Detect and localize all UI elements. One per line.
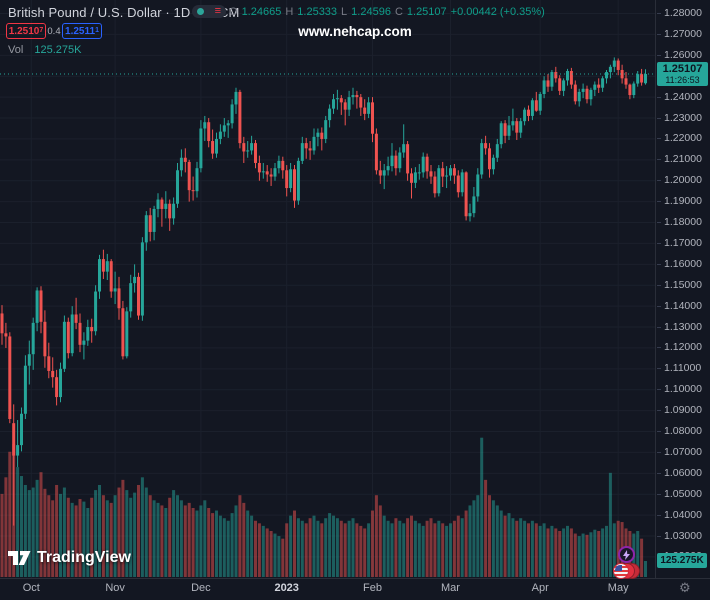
candlestick-volume-canvas[interactable] bbox=[0, 0, 655, 578]
price-tick-label: 1.21000 bbox=[657, 153, 702, 166]
price-tick-label: 1.15000 bbox=[657, 278, 702, 291]
price-tick-label: 1.19000 bbox=[657, 195, 702, 208]
bid-price: 1.2510 bbox=[8, 25, 40, 37]
high-value: 1.25333 bbox=[297, 6, 338, 18]
open-value: 1.24665 bbox=[241, 6, 282, 18]
price-tick-label: 1.28000 bbox=[657, 7, 702, 20]
open-label: O bbox=[229, 6, 238, 18]
price-tick-label: 1.16000 bbox=[657, 257, 702, 270]
tradingview-logo-text: TradingView bbox=[37, 549, 131, 566]
time-tick-label: Mar bbox=[441, 582, 460, 594]
price-tick-label: 1.27000 bbox=[657, 27, 702, 40]
current-price-value: 1.25107 bbox=[662, 63, 703, 75]
site-watermark: www.nehcap.com bbox=[298, 24, 412, 39]
price-tick-label: 1.17000 bbox=[657, 236, 702, 249]
symbol-title[interactable]: British Pound / U.S. Dollar · 1D · FXCM bbox=[8, 5, 240, 20]
price-tick-label: 1.24000 bbox=[657, 90, 702, 103]
price-tick-label: 1.18000 bbox=[657, 216, 702, 229]
tradingview-logo-icon bbox=[8, 551, 31, 565]
time-tick-label: May bbox=[607, 582, 629, 594]
price-tick-label: 1.13000 bbox=[657, 320, 702, 333]
market-open-dot-icon bbox=[197, 8, 204, 15]
volume-legend: Vol 125.275K bbox=[8, 44, 81, 56]
change-value: +0.00442 (+0.35%) bbox=[450, 6, 545, 18]
bolt-glyph-icon bbox=[623, 549, 630, 560]
low-value: 1.24596 bbox=[351, 6, 391, 18]
price-tick-label: 1.22000 bbox=[657, 132, 702, 145]
price-tick-label: 1.14000 bbox=[657, 299, 702, 312]
broker-flags-icon[interactable] bbox=[613, 563, 643, 580]
price-tick-label: 1.26000 bbox=[657, 48, 702, 61]
buy-ask-button[interactable]: 1.2511 1 bbox=[62, 23, 102, 39]
time-axis-divider bbox=[0, 578, 710, 579]
current-price-label: 1.25107 11:26:53 bbox=[657, 62, 708, 86]
volume-value: 125.275K bbox=[34, 44, 82, 56]
close-value: 1.25107 bbox=[406, 6, 447, 18]
time-tick-label: 2023 bbox=[274, 582, 299, 594]
bar-countdown: 11:26:53 bbox=[665, 75, 700, 85]
time-tick-label: Dec bbox=[191, 582, 211, 594]
price-tick-label: 1.12000 bbox=[657, 341, 702, 354]
time-tick-label: Nov bbox=[105, 582, 125, 594]
price-tick-label: 1.05000 bbox=[657, 487, 702, 500]
settings-gear-icon[interactable]: ⚙ bbox=[679, 580, 691, 595]
price-tick-label: 1.11000 bbox=[656, 362, 702, 375]
price-tick-label: 1.04000 bbox=[657, 508, 702, 521]
time-axis[interactable]: Oct Nov Dec 2023 Feb Mar Apr May bbox=[0, 579, 655, 600]
price-tick-label: 1.23000 bbox=[657, 111, 702, 124]
price-axis-divider bbox=[655, 0, 656, 578]
price-axis[interactable]: 1.020001.030001.040001.050001.060001.070… bbox=[656, 0, 710, 578]
volume-label: Vol bbox=[8, 44, 24, 56]
flag-icon: ≡ bbox=[214, 5, 221, 17]
price-tick-label: 1.09000 bbox=[657, 404, 702, 417]
price-tick-label: 1.08000 bbox=[657, 425, 702, 438]
price-tick-label: 1.03000 bbox=[657, 529, 702, 542]
lightning-boost-icon[interactable] bbox=[618, 546, 635, 563]
price-tick-label: 1.07000 bbox=[657, 445, 702, 458]
ask-price: 1.2511 bbox=[65, 25, 96, 37]
current-volume-label: 125.275K bbox=[657, 552, 707, 568]
high-label: H bbox=[285, 6, 294, 18]
ohlc-readout: O 1.24665 H 1.25333 L 1.24596 C 1.25107 … bbox=[229, 6, 545, 18]
time-tick-label: Oct bbox=[22, 582, 40, 594]
low-label: L bbox=[341, 6, 348, 18]
time-tick-label: Apr bbox=[531, 582, 549, 594]
sell-bid-button[interactable]: 1.2510 7 bbox=[6, 23, 46, 39]
price-tick-label: 1.20000 bbox=[657, 174, 702, 187]
time-tick-label: Feb bbox=[363, 582, 382, 594]
spread-value: 0.4 bbox=[47, 26, 61, 37]
us-flag-coin-icon bbox=[613, 563, 629, 579]
close-label: C bbox=[394, 6, 403, 18]
price-tick-label: 1.06000 bbox=[657, 466, 702, 479]
market-status-capsule[interactable]: ≡ bbox=[192, 5, 226, 18]
price-tick-label: 1.10000 bbox=[657, 383, 702, 396]
tradingview-logo[interactable]: TradingView bbox=[8, 549, 131, 567]
